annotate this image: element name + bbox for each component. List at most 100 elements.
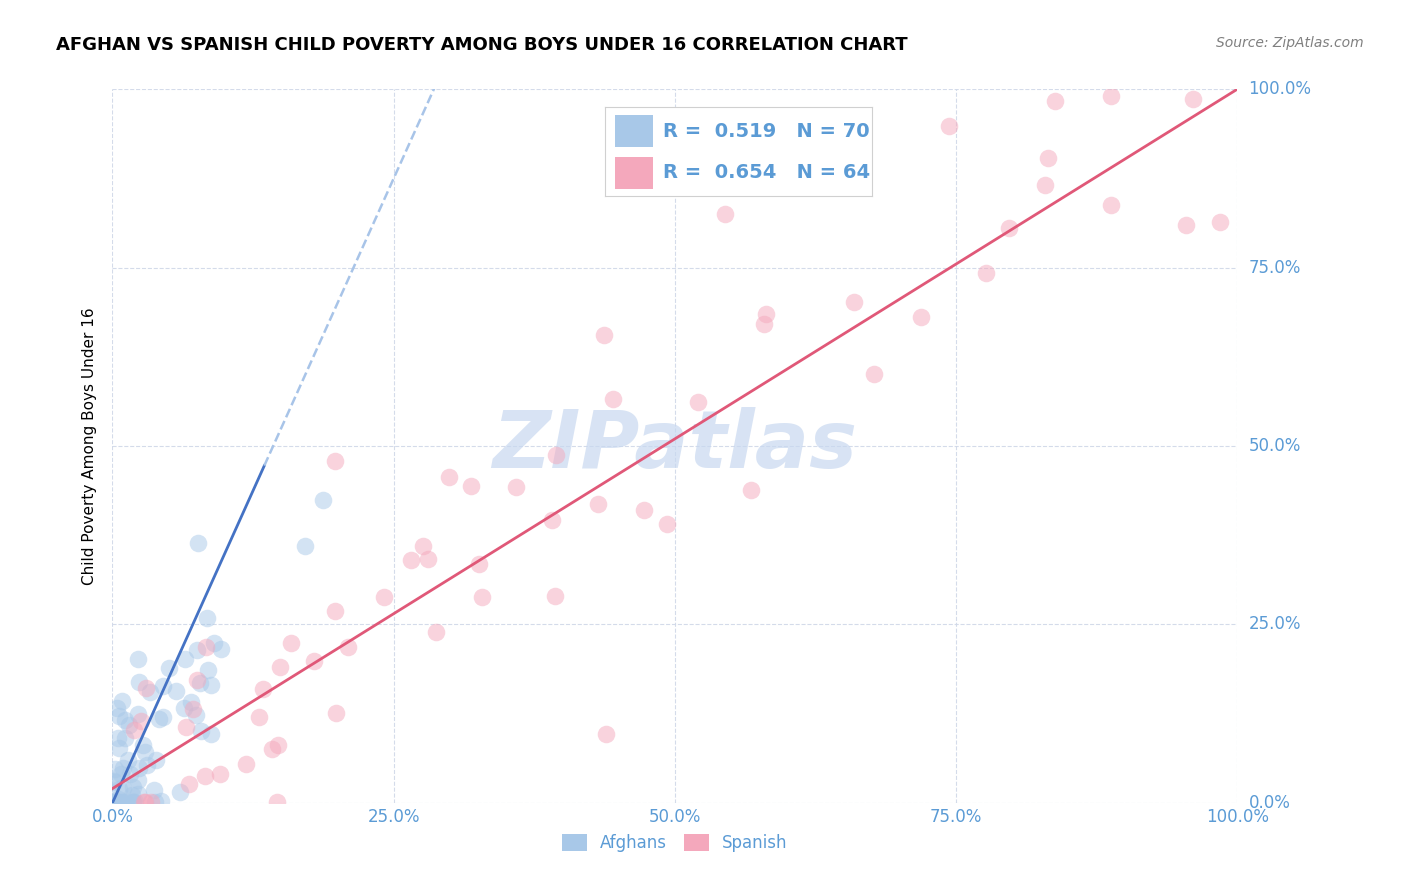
Point — [655, 517, 678, 532]
Point — [1043, 95, 1066, 109]
Point — [180, 695, 202, 709]
Point — [186, 673, 208, 688]
Y-axis label: Child Poverty Among Boys Under 16: Child Poverty Among Boys Under 16 — [82, 307, 97, 585]
Point — [187, 535, 209, 549]
Point — [938, 120, 960, 134]
Point — [145, 752, 167, 766]
Point — [544, 589, 567, 603]
Point — [266, 795, 288, 809]
Point — [173, 700, 195, 714]
Point — [204, 636, 226, 650]
Point — [188, 675, 211, 690]
Point — [195, 640, 218, 655]
Point — [1099, 197, 1122, 211]
Point — [127, 773, 149, 788]
Point — [114, 713, 136, 727]
Point — [110, 767, 132, 781]
Point — [111, 694, 134, 708]
Point — [593, 327, 616, 342]
Point — [135, 681, 157, 696]
Text: Source: ZipAtlas.com: Source: ZipAtlas.com — [1216, 36, 1364, 50]
Point — [111, 795, 134, 809]
Point — [107, 792, 129, 806]
Point — [111, 780, 134, 795]
Point — [114, 731, 136, 745]
Point — [103, 795, 125, 809]
Text: 100.0%: 100.0% — [1249, 80, 1312, 98]
Point — [121, 795, 143, 809]
Point — [132, 795, 155, 809]
Point — [176, 720, 198, 734]
Point — [183, 702, 205, 716]
Point — [714, 207, 737, 221]
Point — [121, 788, 143, 802]
Point — [107, 731, 129, 745]
Point — [122, 780, 145, 795]
Point — [107, 795, 129, 809]
Point — [544, 448, 567, 462]
Point — [111, 761, 134, 775]
Point — [269, 660, 291, 674]
Point — [103, 795, 125, 809]
Point — [209, 641, 232, 656]
Point — [373, 590, 395, 604]
Point — [200, 678, 222, 692]
Point — [105, 795, 128, 809]
Point — [124, 795, 146, 809]
Point — [117, 753, 139, 767]
Point — [252, 682, 274, 697]
Point — [280, 636, 302, 650]
Point — [184, 707, 207, 722]
Point — [111, 795, 134, 809]
Point — [118, 717, 141, 731]
Text: 75.0%: 75.0% — [1249, 259, 1301, 277]
Point — [267, 739, 290, 753]
Point — [998, 220, 1021, 235]
Point — [976, 266, 998, 280]
Point — [103, 773, 125, 788]
Point — [136, 758, 159, 772]
Point — [122, 795, 145, 809]
Point — [165, 684, 187, 698]
Point — [633, 503, 655, 517]
Point — [505, 481, 527, 495]
Point — [1174, 218, 1197, 232]
Point — [107, 781, 129, 796]
Point — [150, 794, 173, 808]
Legend: Afghans, Spanish: Afghans, Spanish — [555, 827, 794, 859]
Point — [752, 317, 775, 331]
Point — [127, 706, 149, 721]
Point — [1209, 215, 1232, 229]
Text: 25.0%: 25.0% — [1249, 615, 1301, 633]
Point — [173, 652, 195, 666]
Point — [418, 551, 440, 566]
Text: AFGHAN VS SPANISH CHILD POVERTY AMONG BOYS UNDER 16 CORRELATION CHART: AFGHAN VS SPANISH CHILD POVERTY AMONG BO… — [56, 36, 908, 54]
Point — [143, 783, 166, 797]
Point — [235, 756, 257, 771]
Point — [294, 539, 316, 553]
Point — [138, 685, 160, 699]
Point — [157, 661, 180, 675]
Point — [460, 479, 482, 493]
Point — [148, 712, 170, 726]
Point — [134, 745, 156, 759]
Point — [1033, 178, 1056, 192]
Point — [105, 795, 128, 809]
Point — [740, 483, 762, 497]
Text: 0.0%: 0.0% — [1249, 794, 1291, 812]
Point — [336, 640, 359, 654]
Point — [260, 742, 283, 756]
Point — [104, 763, 127, 777]
Point — [595, 727, 617, 741]
Point — [103, 795, 125, 809]
Point — [128, 674, 150, 689]
Point — [862, 367, 884, 381]
Point — [588, 497, 610, 511]
Point — [468, 557, 491, 571]
Bar — [616, 157, 652, 189]
Point — [910, 310, 932, 325]
Text: R =  0.654   N = 64: R = 0.654 N = 64 — [664, 162, 870, 182]
Point — [311, 492, 333, 507]
Point — [399, 553, 422, 567]
Point — [471, 590, 494, 604]
